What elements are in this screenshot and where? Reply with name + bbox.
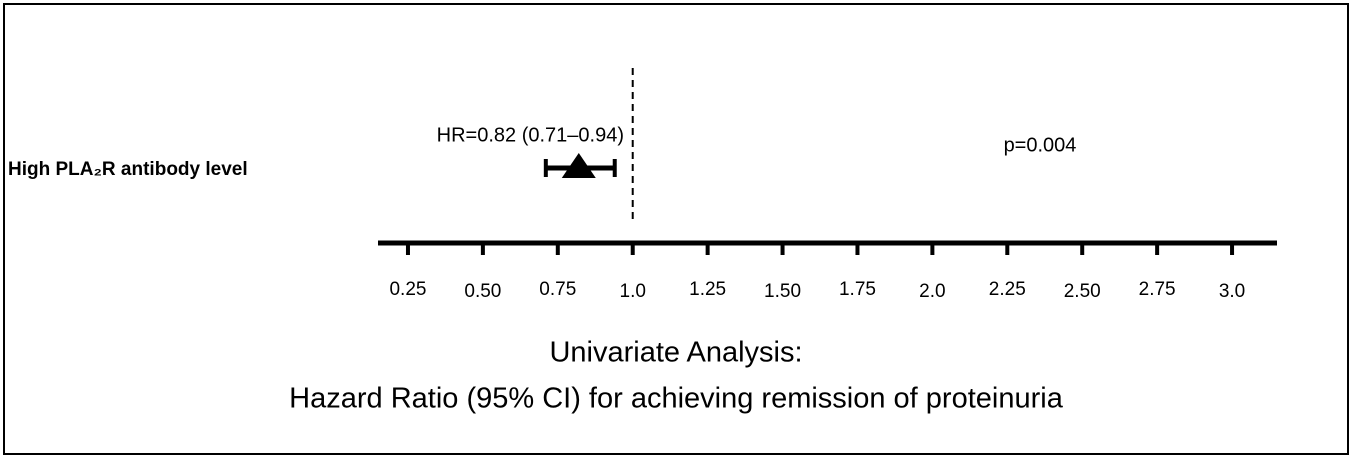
x-tick-label: 2.0 [919,281,945,302]
x-tick-label: 2.75 [1139,279,1176,300]
x-tick-label: 3.0 [1219,281,1245,302]
x-tick-label: 0.50 [464,281,501,302]
x-tick-label: 2.50 [1064,281,1101,302]
x-tick-label: 1.0 [620,281,646,302]
x-tick-label: 0.75 [539,279,576,300]
x-tick-label: 1.25 [689,279,726,300]
p-value: p=0.004 [1004,134,1077,156]
x-label: Hazard Ratio (95% CI) for achieving remi… [289,383,1064,415]
x-tick-label: 0.25 [389,279,426,300]
category-label: High PLA₂R antibody level [8,159,248,180]
frame [3,3,1349,455]
x-tick-label: 1.75 [839,279,876,300]
x-tick-label: 2.25 [989,279,1026,300]
value-label: HR=0.82 (0.71–0.94) [437,124,624,146]
x-tick-label: 1.50 [764,281,801,302]
hr-marker [561,153,596,178]
x-label: Univariate Analysis: [549,337,802,369]
